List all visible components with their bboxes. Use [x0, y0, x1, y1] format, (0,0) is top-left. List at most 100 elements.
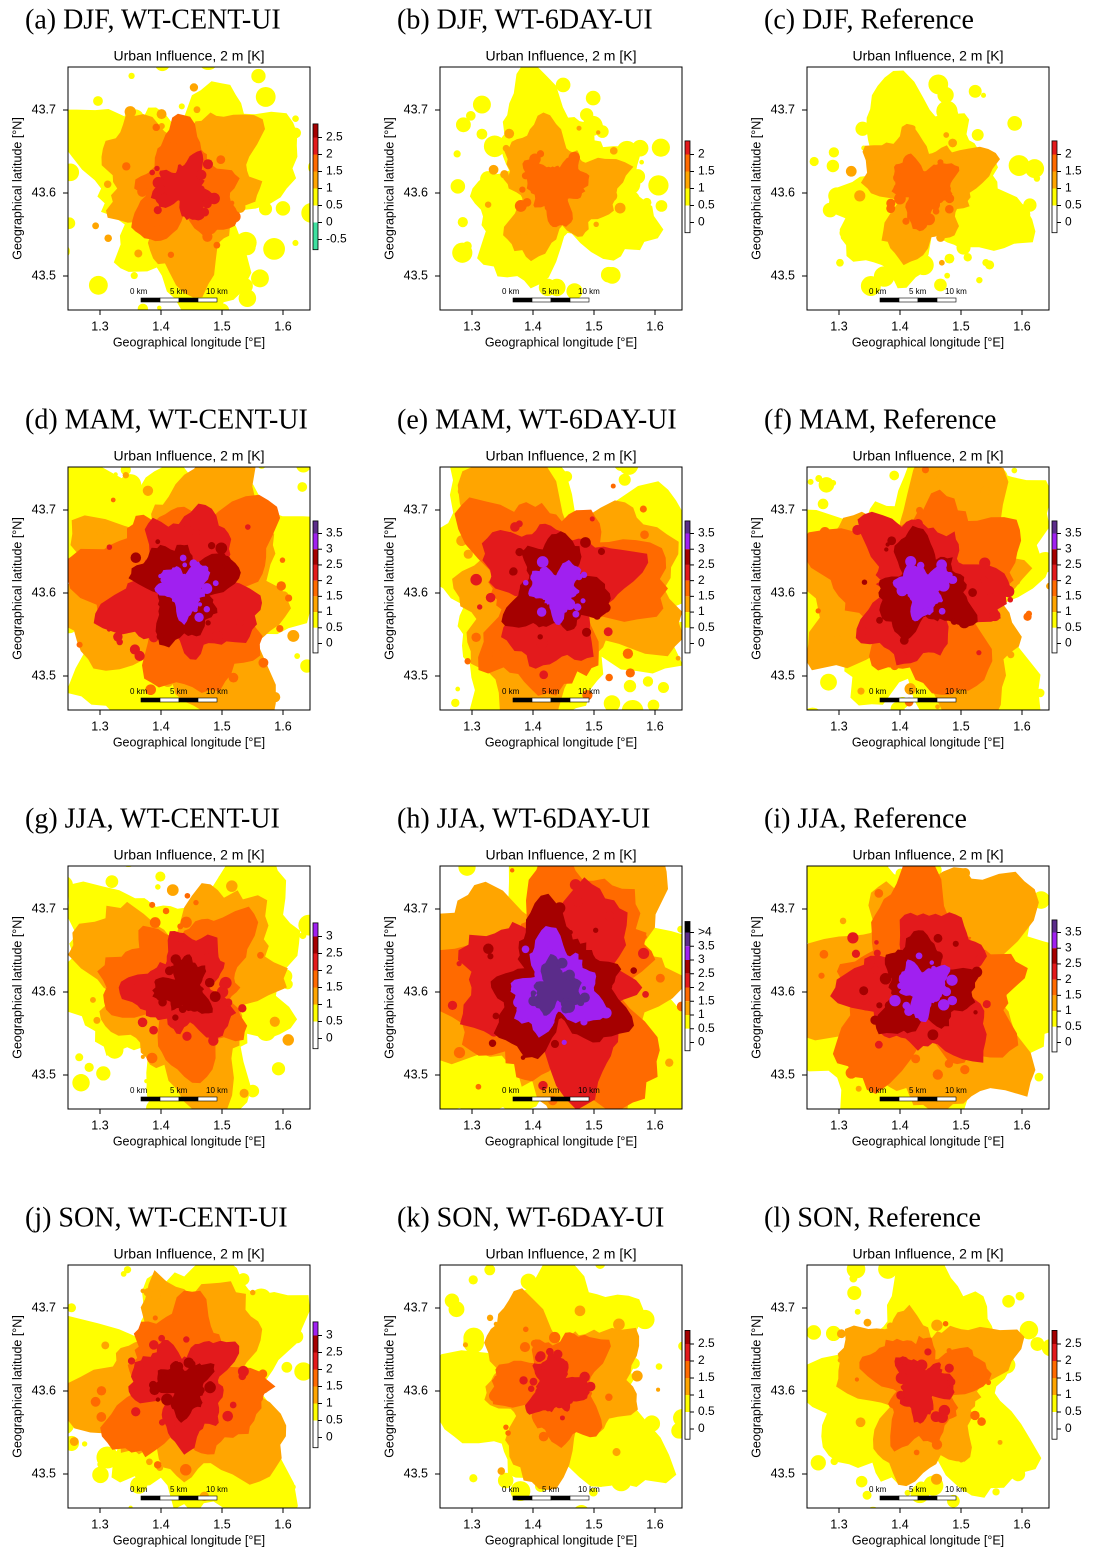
urban-patch [936, 559, 947, 571]
urban-patch [913, 254, 934, 276]
x-tick-label: 1.4 [891, 1118, 908, 1132]
colorbar-tick-label: 0.5 [326, 198, 343, 212]
urban-patch [488, 1390, 501, 1402]
urban-patch [614, 202, 626, 214]
urban-patch [1034, 551, 1049, 573]
urban-patch [258, 657, 269, 668]
urban-patch [946, 1348, 952, 1354]
urban-patch [296, 467, 310, 473]
scale-bar-label: 10 km [206, 287, 228, 296]
urban-patch [941, 987, 952, 997]
urban-patch [538, 1431, 549, 1442]
urban-patch [202, 198, 212, 209]
urban-patch [350, 1017, 370, 1037]
colorbar-tick-label: 1.5 [1065, 164, 1082, 178]
colorbar-tick-label: 2.5 [1065, 956, 1082, 970]
urban-patch [85, 896, 98, 909]
urban-patch [160, 193, 168, 201]
colorbar-segment [1052, 1344, 1057, 1361]
urban-patch [463, 714, 468, 719]
urban-patch [818, 972, 825, 979]
scale-bar-segment [159, 297, 180, 303]
scale-bar-label: 10 km [206, 1485, 228, 1494]
colorbar-tick-label: 1.5 [698, 1370, 715, 1384]
urban-patch [172, 1014, 179, 1021]
urban-patch [815, 608, 821, 614]
urban-patch [948, 138, 957, 148]
urban-patch [488, 1039, 497, 1047]
x-tick-label: 1.3 [91, 719, 108, 733]
urban-patch [122, 162, 131, 171]
x-tick-label: 1.6 [1013, 1517, 1030, 1531]
y-tick-label: 43.7 [404, 502, 428, 516]
colorbar-tick-label: 0 [1065, 215, 1072, 229]
urban-patch [807, 1325, 822, 1340]
urban-patch [582, 690, 593, 701]
urban-patch [590, 588, 598, 596]
urban-patch [937, 86, 954, 104]
urban-patch [76, 641, 83, 648]
scale-bar-label: 5 km [170, 1086, 188, 1095]
urban-patch [103, 180, 112, 188]
colorbar-segment [1052, 140, 1057, 155]
urban-patch [606, 219, 617, 230]
y-tick-label: 43.6 [404, 1383, 428, 1397]
urban-patch [931, 1439, 943, 1450]
colorbar-segment [313, 1021, 318, 1039]
y-tick-label: 43.6 [32, 984, 56, 998]
urban-patch [183, 519, 192, 529]
urban-patch [915, 952, 923, 960]
urban-patch [971, 808, 991, 828]
colorbar-segment [313, 520, 318, 534]
map [807, 67, 1049, 310]
urban-patch [465, 110, 476, 121]
colorbar-segment [313, 205, 318, 223]
urban-patch [174, 1362, 184, 1371]
urban-patch [146, 1052, 158, 1064]
urban-patch [921, 1287, 942, 1308]
urban-patch [605, 673, 613, 682]
urban-patch [451, 698, 460, 708]
panel-label: (i) JJA, Reference [764, 803, 967, 834]
scale-bar-segment [512, 697, 533, 703]
urban-patch [1043, 500, 1049, 507]
colorbar-tick-label: 3 [698, 541, 705, 555]
urban-patch [822, 202, 838, 218]
urban-patch [251, 269, 269, 288]
urban-patch [521, 172, 530, 180]
urban-patch [819, 876, 833, 890]
scale-bar-label: 5 km [542, 687, 560, 696]
urban-patch [639, 159, 644, 165]
y-axis-label: Geographical latitude [°N] [382, 117, 396, 260]
urban-patch [485, 688, 504, 707]
urban-patch [807, 873, 820, 894]
urban-patch [137, 1364, 144, 1371]
scale-bar-label: 10 km [945, 1086, 967, 1095]
urban-patch [489, 655, 502, 667]
colorbar-segment [1052, 1412, 1057, 1429]
urban-patch [418, 1006, 424, 1012]
colorbar-frame [684, 1330, 691, 1440]
urban-patch [510, 1366, 521, 1377]
urban-patch [655, 973, 665, 983]
scale-bar-segment [550, 1096, 571, 1102]
urban-patch [897, 1266, 902, 1271]
urban-patch [122, 472, 130, 479]
scale-bar-segment [197, 297, 218, 303]
panel: (h) JJA, WT-6DAY-UI Urban Influence, 2 m … [350, 803, 715, 1148]
scale-bar-segment [197, 697, 218, 703]
urban-patch [988, 690, 994, 697]
urban-patch [1002, 1294, 1015, 1308]
urban-patch [238, 1333, 245, 1339]
urban-patch [282, 1034, 294, 1046]
urban-patch [140, 1054, 145, 1059]
urban-patch [155, 67, 170, 72]
urban-patch [128, 72, 135, 80]
urban-patch [1033, 175, 1041, 182]
urban-patch [837, 1357, 843, 1363]
urban-patch [869, 1506, 878, 1508]
scale-bar-segment [159, 1096, 180, 1102]
urban-patch [407, 658, 414, 665]
urban-patch [553, 902, 566, 914]
urban-patch [886, 204, 896, 214]
